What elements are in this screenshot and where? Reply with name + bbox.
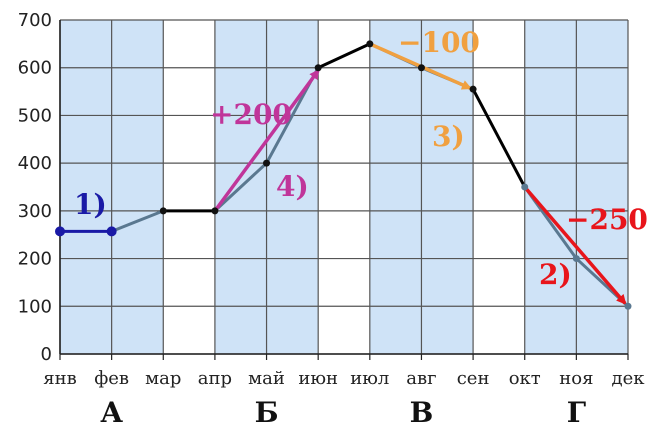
annotation-label: 2) xyxy=(539,258,572,291)
data-point xyxy=(106,226,117,237)
annotation-label: 1) xyxy=(74,188,107,221)
y-tick-label: 700 xyxy=(18,10,52,31)
line-segment xyxy=(316,42,372,70)
x-tick-label: мар xyxy=(145,368,181,389)
x-tick-label: сен xyxy=(457,368,490,389)
y-tick-label: 600 xyxy=(18,58,52,79)
arrow-increase xyxy=(213,69,320,212)
data-point xyxy=(159,207,167,215)
annotation-label: +200 xyxy=(210,98,292,131)
x-tick-label: янв xyxy=(43,368,77,389)
arrow-decrease-large xyxy=(523,185,627,305)
period-label: Б xyxy=(255,396,279,429)
y-tick-label: 100 xyxy=(18,296,52,317)
data-point xyxy=(469,85,477,93)
period-label: В xyxy=(410,396,434,429)
y-tick-label: 500 xyxy=(18,105,52,126)
data-point xyxy=(521,183,529,191)
annotation-label: −100 xyxy=(398,26,480,59)
data-point xyxy=(624,302,632,310)
data-point xyxy=(572,255,580,263)
line-segment xyxy=(213,161,269,213)
x-tick-label: июл xyxy=(350,368,389,389)
x-tick-label: апр xyxy=(198,368,232,389)
x-tick-label: май xyxy=(248,368,285,389)
x-tick-label: фев xyxy=(94,368,129,389)
y-tick-label: 400 xyxy=(18,153,52,174)
data-point xyxy=(417,64,425,72)
period-label: А xyxy=(100,396,123,429)
data-point xyxy=(55,226,65,237)
data-point xyxy=(263,159,271,167)
annotation-label: 3) xyxy=(432,120,465,153)
y-tick-label: 200 xyxy=(18,249,52,270)
x-tick-label: дек xyxy=(612,368,646,389)
line-segment xyxy=(110,209,165,233)
annotation-label: 4) xyxy=(276,170,309,203)
data-point xyxy=(366,40,374,48)
data-point xyxy=(314,64,322,72)
line-segment xyxy=(471,87,527,189)
period-label: Г xyxy=(567,396,586,429)
y-tick-label: 0 xyxy=(41,344,52,365)
y-tick-label: 300 xyxy=(18,201,52,222)
annotation-label: −250 xyxy=(566,203,648,236)
x-tick-label: окт xyxy=(509,368,541,389)
data-point xyxy=(211,207,219,215)
x-tick-label: авг xyxy=(406,368,436,389)
x-tick-label: июн xyxy=(298,368,338,389)
x-tick-label: ноя xyxy=(559,368,593,389)
